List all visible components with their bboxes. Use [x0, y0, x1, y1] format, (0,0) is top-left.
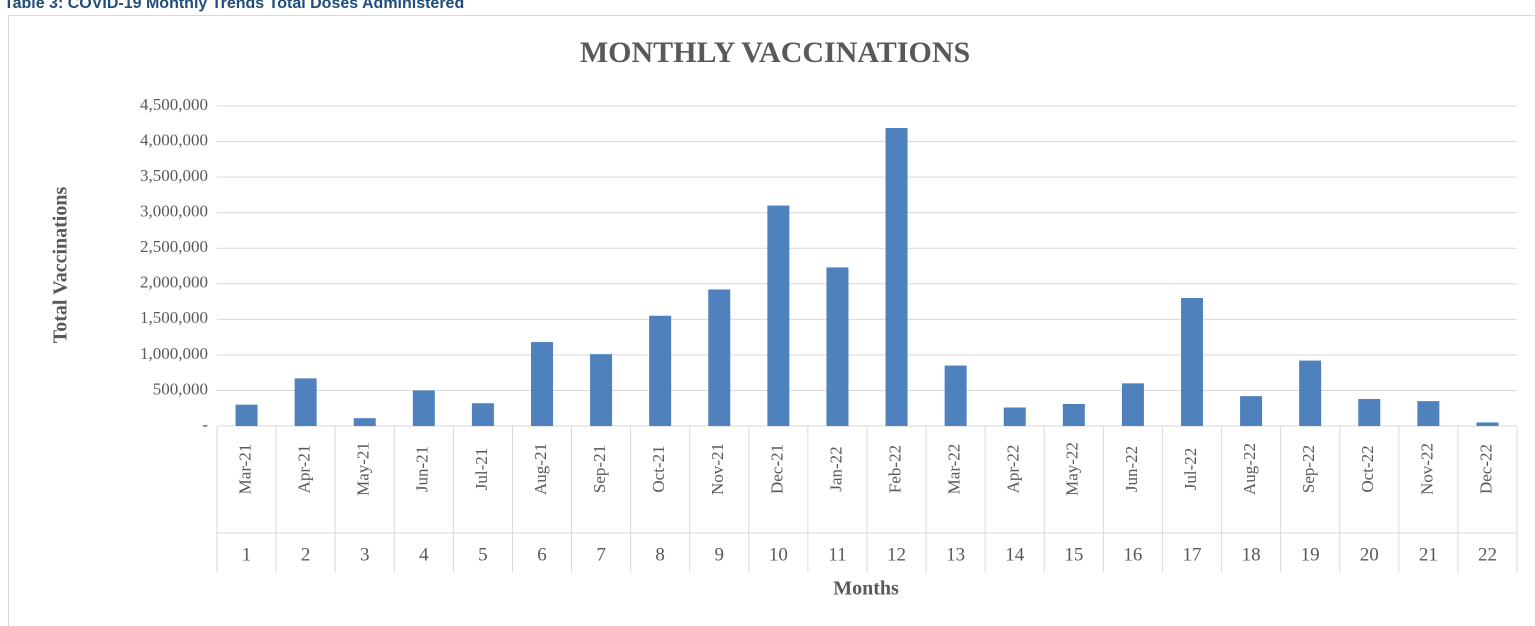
- y-tick-label: 500,000: [153, 379, 208, 398]
- chart-title: MONTHLY VACCINATIONS: [580, 36, 970, 69]
- x-period-label: 22: [1478, 544, 1497, 565]
- x-period-label: 1: [242, 544, 252, 565]
- x-tick-label: Feb-22: [885, 445, 904, 493]
- x-tick-label: Dec-21: [767, 444, 786, 494]
- bar: [1062, 403, 1085, 426]
- bar: [353, 418, 376, 426]
- x-period-label: 15: [1064, 544, 1083, 565]
- y-tick-label: 2,000,000: [140, 273, 208, 292]
- bar: [885, 128, 908, 427]
- x-period-label: 21: [1419, 544, 1438, 565]
- x-period-label: 18: [1242, 544, 1261, 565]
- x-tick-label: Sep-21: [590, 445, 609, 493]
- x-period-label: 2: [301, 544, 311, 565]
- x-period-label: 17: [1183, 544, 1202, 565]
- x-period-label: 12: [887, 544, 906, 565]
- x-period-label: 3: [360, 544, 370, 565]
- y-axis-title: Total Vaccinations: [50, 187, 72, 344]
- x-tick-label: Dec-22: [1476, 444, 1495, 494]
- y-tick-label: 1,000,000: [140, 344, 208, 363]
- x-period-label: 6: [537, 544, 547, 565]
- x-period-label: 5: [478, 544, 488, 565]
- bar: [826, 267, 849, 426]
- bar: [1240, 396, 1263, 426]
- bar: [1299, 360, 1322, 426]
- bar: [1121, 383, 1144, 426]
- x-tick-label: Aug-21: [531, 443, 550, 495]
- x-tick-label: Jul-22: [1181, 448, 1200, 491]
- x-tick-label: May-21: [354, 442, 373, 496]
- x-period-label: 10: [769, 544, 788, 565]
- bar: [1003, 407, 1026, 426]
- x-tick-label: Apr-21: [295, 445, 314, 494]
- bar: [412, 390, 435, 426]
- y-tick-label: 4,000,000: [140, 130, 208, 149]
- x-tick-label: Jul-21: [472, 448, 491, 491]
- x-tick-label: Mar-22: [945, 444, 964, 495]
- x-period-label: 8: [655, 544, 665, 565]
- x-tick-label: Aug-22: [1240, 443, 1259, 495]
- x-tick-label: Jan-22: [826, 446, 845, 491]
- x-period-label: 20: [1360, 544, 1379, 565]
- x-tick-label: Apr-22: [1004, 445, 1023, 494]
- x-tick-label: Nov-21: [708, 443, 727, 495]
- bar: [235, 404, 258, 426]
- y-tick-label: 3,000,000: [140, 202, 208, 221]
- bar: [649, 315, 672, 426]
- bar: [708, 289, 731, 426]
- bar: [294, 378, 317, 426]
- x-period-label: 11: [828, 544, 846, 565]
- y-tick-label: 2,500,000: [140, 237, 208, 256]
- y-tick-label: -: [202, 415, 208, 434]
- x-tick-label: Jun-21: [413, 446, 432, 492]
- x-tick-label: May-22: [1063, 442, 1082, 496]
- x-period-label: 4: [419, 544, 429, 565]
- bar: [1358, 398, 1381, 426]
- x-tick-label: Jun-22: [1122, 446, 1141, 492]
- chart-border: [8, 15, 1535, 626]
- bar: [1417, 401, 1440, 426]
- x-tick-label: Oct-22: [1358, 445, 1377, 492]
- x-tick-label: Nov-22: [1417, 443, 1436, 495]
- bar: [471, 403, 494, 426]
- x-period-label: 14: [1005, 544, 1025, 565]
- x-tick-label: Sep-22: [1299, 445, 1318, 493]
- y-tick-label: 1,500,000: [140, 308, 208, 327]
- caption: Table 3: COVID-19 Monthly Trends Total D…: [4, 0, 464, 12]
- x-axis-title: Months: [833, 578, 899, 600]
- bar: [1476, 422, 1499, 426]
- y-tick-label: 4,500,000: [140, 95, 208, 114]
- bar: [944, 365, 967, 426]
- bar: [767, 205, 790, 426]
- x-period-label: 16: [1123, 544, 1142, 565]
- bar: [1181, 298, 1203, 426]
- x-tick-label: Mar-21: [235, 444, 254, 495]
- x-period-label: 13: [946, 544, 965, 565]
- y-tick-label: 3,500,000: [140, 166, 208, 185]
- x-period-label: 7: [596, 544, 606, 565]
- bar: [590, 354, 613, 426]
- x-period-label: 19: [1301, 544, 1320, 565]
- bar: [531, 342, 553, 426]
- x-tick-label: Oct-21: [649, 445, 668, 492]
- x-period-label: 9: [715, 544, 725, 565]
